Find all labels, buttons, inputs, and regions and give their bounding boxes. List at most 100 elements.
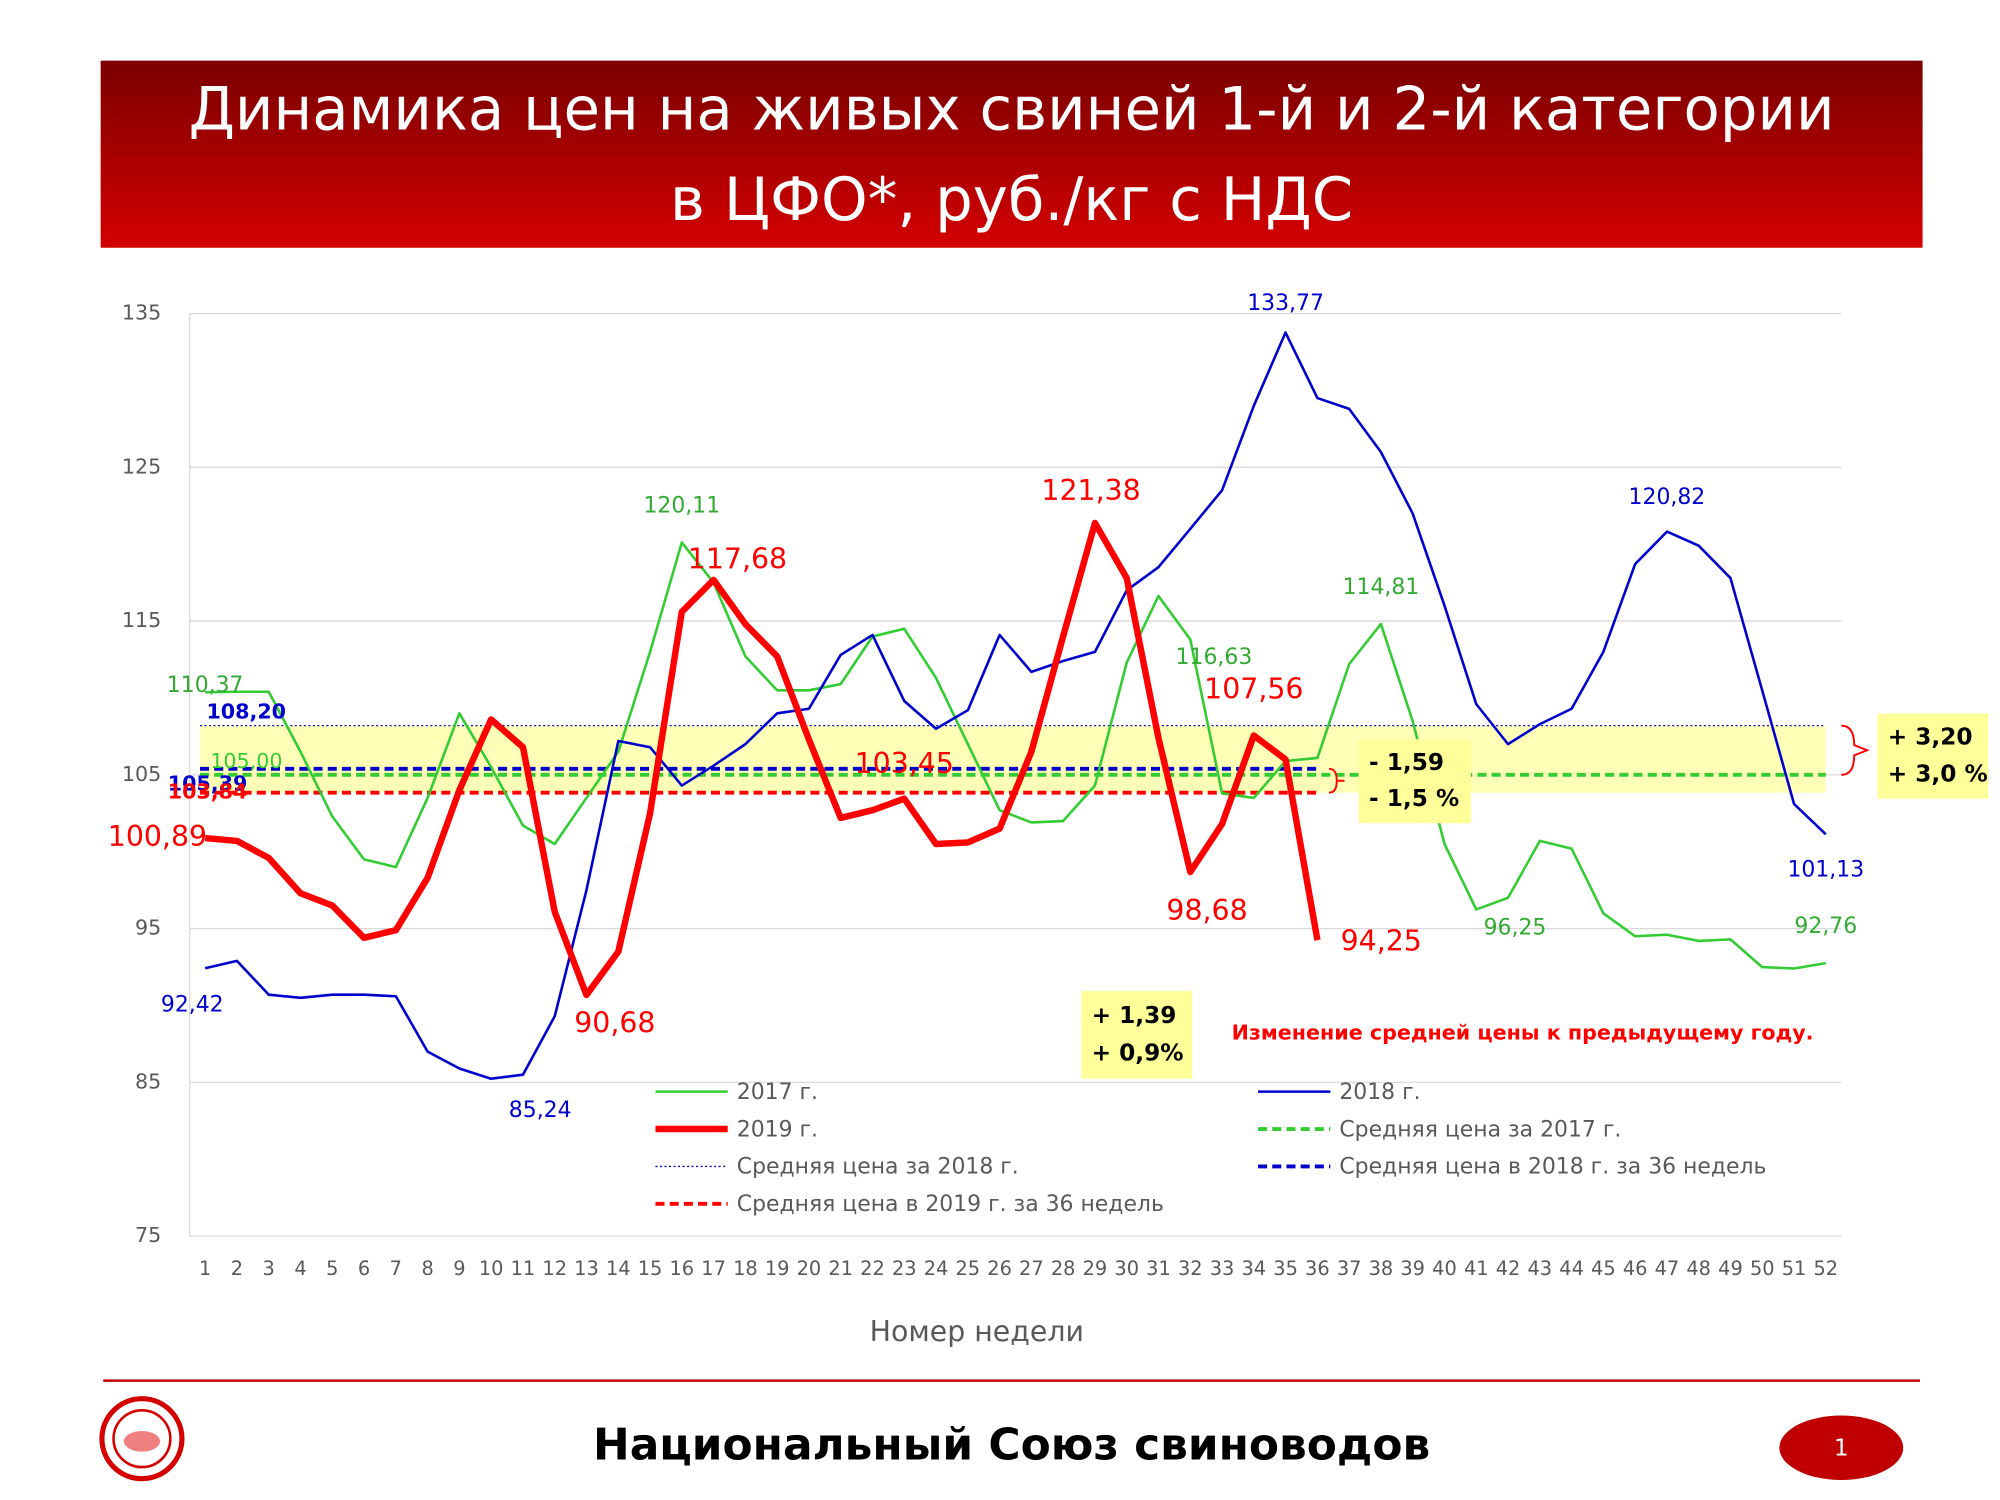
average-label: 105,00 — [210, 749, 282, 773]
x-axis-title: Номер недели — [870, 1315, 1084, 1348]
annotation-text: + 3,20 — [1888, 724, 1973, 751]
x-tick-label: 38 — [1369, 1257, 1394, 1280]
x-tick-label: 41 — [1464, 1257, 1489, 1280]
series-line — [204, 331, 1827, 1080]
value-label: 90,68 — [574, 1007, 655, 1040]
value-label: 107,56 — [1204, 672, 1303, 705]
average-label: 105,39 — [168, 771, 248, 795]
x-tick-label: 52 — [1813, 1257, 1838, 1280]
legend-label: Средняя цена за 2018 г. — [737, 1155, 1019, 1180]
x-tick-label: 26 — [987, 1257, 1012, 1280]
x-tick-label: 28 — [1051, 1257, 1076, 1280]
value-label: 120,82 — [1629, 485, 1706, 510]
x-tick-label: 10 — [479, 1257, 504, 1280]
x-tick-label: 21 — [828, 1257, 853, 1280]
x-tick-label: 39 — [1400, 1257, 1425, 1280]
x-tick-label: 3 — [263, 1257, 275, 1280]
x-tick-label: 22 — [860, 1257, 885, 1280]
y-tick-label: 85 — [135, 1069, 161, 1093]
page-badge — [1779, 1415, 1904, 1480]
x-tick-label: 24 — [924, 1257, 949, 1280]
series-line — [205, 541, 1827, 970]
x-tick-label: 49 — [1718, 1257, 1743, 1280]
legend-label: Средняя цена за 2017 г. — [1339, 1117, 1621, 1142]
x-tick-label: 31 — [1146, 1257, 1171, 1280]
page-number: 1 — [1834, 1435, 1849, 1462]
x-tick-label: 45 — [1591, 1257, 1616, 1280]
annotation-text: + 1,39 — [1092, 1002, 1177, 1029]
y-tick-label: 115 — [122, 608, 161, 632]
annotation-text: - 1,59 — [1369, 749, 1444, 776]
legend-label: 2017 г. — [737, 1080, 818, 1105]
x-tick-label: 20 — [797, 1257, 822, 1280]
value-label: 100,89 — [108, 820, 207, 853]
x-tick-label: 1 — [199, 1257, 211, 1280]
x-tick-label: 12 — [542, 1257, 567, 1280]
logo — [99, 1396, 185, 1482]
value-label: 96,25 — [1484, 916, 1547, 941]
x-tick-label: 5 — [326, 1257, 338, 1280]
x-tick-label: 13 — [574, 1257, 599, 1280]
title: в ЦФО*, руб./кг с НДС — [670, 165, 1353, 234]
x-tick-label: 33 — [1210, 1257, 1235, 1280]
y-tick-label: 125 — [122, 454, 161, 478]
y-tick-label: 105 — [122, 762, 161, 786]
value-label: 85,24 — [509, 1098, 572, 1123]
x-tick-label: 23 — [892, 1257, 917, 1280]
legend-label: 2019 г. — [737, 1117, 818, 1142]
x-tick-label: 25 — [956, 1257, 981, 1280]
x-tick-label: 44 — [1559, 1257, 1584, 1280]
title: Динамика цен на живых свиней 1-й и 2-й к… — [189, 75, 1835, 144]
x-tick-label: 27 — [1019, 1257, 1044, 1280]
x-tick-label: 32 — [1178, 1257, 1203, 1280]
x-tick-label: 19 — [765, 1257, 790, 1280]
value-label: 94,25 — [1341, 925, 1422, 958]
x-tick-label: 15 — [638, 1257, 663, 1280]
average-label: 103,84 — [168, 780, 248, 804]
legend-label: 2018 г. — [1339, 1080, 1420, 1105]
x-tick-label: 34 — [1242, 1257, 1267, 1280]
value-label: 110,37 — [167, 673, 244, 698]
average-label: 108,20 — [206, 700, 286, 724]
x-tick-label: 8 — [421, 1257, 433, 1280]
y-tick-label: 95 — [135, 916, 161, 940]
series-line — [204, 519, 1321, 999]
x-tick-label: 48 — [1686, 1257, 1711, 1280]
x-tick-label: 30 — [1114, 1257, 1139, 1280]
average-band — [200, 725, 1826, 793]
x-tick-label: 47 — [1655, 1257, 1680, 1280]
annotation-text: - 1,5 % — [1369, 785, 1459, 812]
x-tick-label: 42 — [1496, 1257, 1521, 1280]
title-bar — [100, 60, 1923, 248]
value-label: 120,11 — [643, 493, 720, 518]
bracket — [1841, 724, 1870, 776]
value-label: 92,42 — [161, 993, 224, 1018]
footer-text: Национальный Союз свиноводов — [593, 1420, 1430, 1471]
annotation-box — [1358, 739, 1471, 824]
value-label: 103,45 — [855, 747, 954, 780]
x-tick-label: 6 — [358, 1257, 370, 1280]
x-tick-label: 2 — [231, 1257, 243, 1280]
value-label: 133,77 — [1247, 291, 1324, 316]
x-tick-label: 9 — [453, 1257, 465, 1280]
annotation-text: + 0,9% — [1092, 1040, 1184, 1067]
annotation-box — [1877, 713, 1989, 799]
x-tick-label: 14 — [606, 1257, 631, 1280]
x-tick-label: 51 — [1782, 1257, 1807, 1280]
value-label: 98,68 — [1166, 894, 1247, 927]
value-label: 92,76 — [1794, 914, 1857, 939]
x-tick-label: 40 — [1432, 1257, 1457, 1280]
y-tick-label: 135 — [122, 301, 161, 325]
x-tick-label: 35 — [1273, 1257, 1298, 1280]
x-tick-label: 29 — [1083, 1257, 1108, 1280]
x-tick-label: 4 — [294, 1257, 306, 1280]
value-label: 121,38 — [1041, 474, 1140, 507]
value-label: 101,13 — [1787, 857, 1864, 882]
x-tick-label: 18 — [733, 1257, 758, 1280]
x-tick-label: 17 — [701, 1257, 726, 1280]
x-tick-label: 7 — [390, 1257, 402, 1280]
legend-label: Средняя цена в 2019 г. за 36 недель — [737, 1192, 1164, 1217]
x-tick-label: 36 — [1305, 1257, 1330, 1280]
x-tick-label: 37 — [1337, 1257, 1362, 1280]
y-tick-label: 75 — [135, 1223, 161, 1247]
